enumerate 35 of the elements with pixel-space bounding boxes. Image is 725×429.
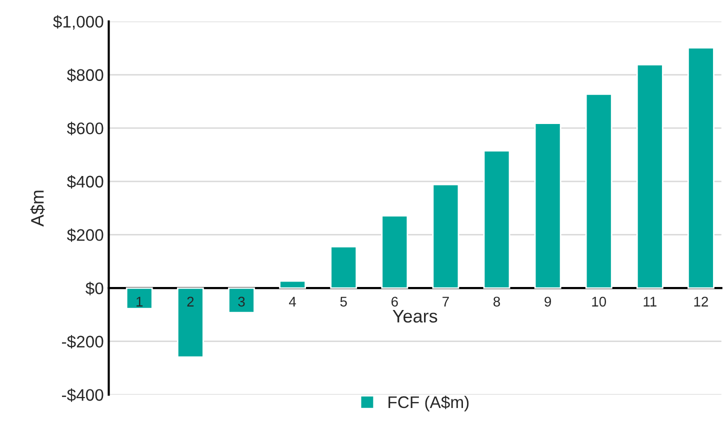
bar [534, 122, 562, 289]
x-tick-label: 4 [288, 296, 296, 306]
x-tick-label: 2 [187, 296, 194, 306]
x-tick-label: 10 [592, 296, 606, 307]
bar [279, 280, 306, 289]
legend-label: FCF (A$m) [388, 396, 469, 412]
x-tick-label: 7 [442, 296, 449, 306]
y-tick-label: -$200 [62, 335, 104, 349]
y-tick-label: $0 [86, 282, 104, 296]
bar [126, 287, 153, 310]
x-tick-label: 8 [493, 296, 500, 307]
bar [381, 215, 408, 289]
bar [636, 64, 664, 289]
x-tick-label: 9 [544, 296, 551, 307]
y-axis-title: A$m [30, 190, 45, 227]
y-tick-label: $200 [66, 228, 104, 242]
y-tick-label: -$400 [62, 388, 104, 402]
bar [585, 94, 612, 289]
y-tick-label: $600 [66, 122, 104, 136]
y-tick-label: $400 [66, 175, 104, 189]
bar [176, 287, 204, 358]
x-tick-label: 5 [340, 296, 347, 307]
x-tick-label: 11 [644, 296, 656, 306]
x-tick-label: 3 [238, 296, 245, 307]
y-tick-label: $800 [66, 68, 104, 82]
x-tick-label: 12 [694, 296, 708, 306]
bar [483, 150, 510, 289]
bar [330, 246, 358, 289]
x-tick-label: 6 [391, 296, 398, 307]
bar [432, 184, 460, 289]
y-tick-label: $1,000 [53, 15, 104, 30]
x-tick-label: 1 [136, 296, 143, 306]
bar [687, 47, 714, 289]
bar [228, 287, 255, 314]
x-axis-title: Years [392, 310, 438, 323]
